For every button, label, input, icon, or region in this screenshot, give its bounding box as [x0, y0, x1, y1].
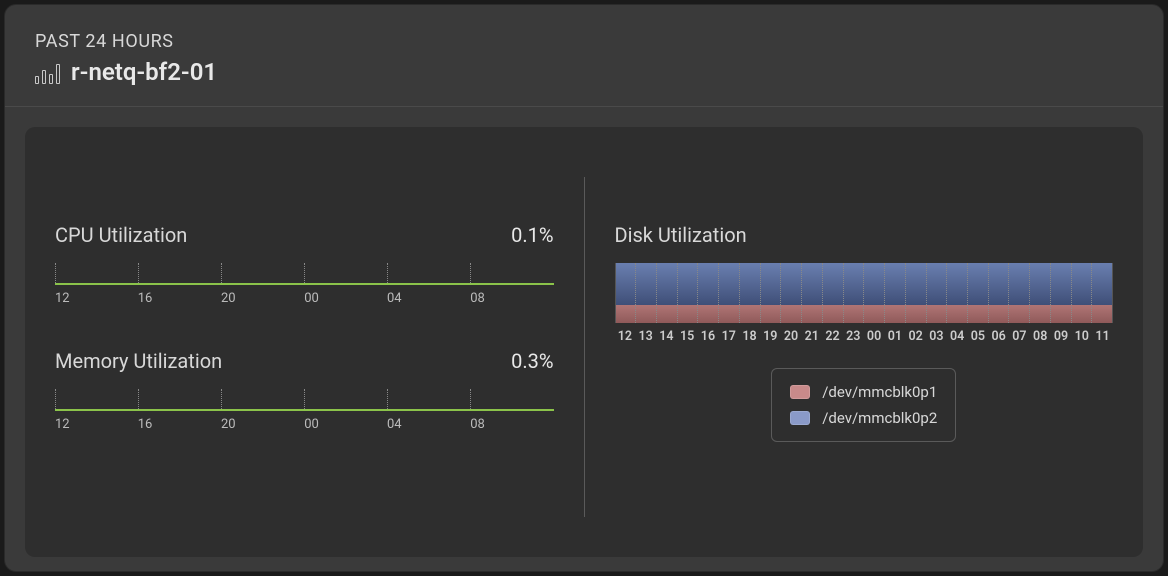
axis-tick-label: 20: [221, 291, 236, 306]
axis-tick-label: 08: [470, 417, 485, 432]
axis-tick-label: 00: [864, 329, 885, 344]
axis-tick-label: 00: [304, 291, 319, 306]
axis-tick-label: 08: [470, 291, 485, 306]
axis-tick-label: 22: [822, 329, 843, 344]
axis-tick-label: 19: [760, 329, 781, 344]
disk-axis: 1213141516171819202122230001020304050607…: [615, 329, 1114, 344]
legend-item: /dev/mmcblk0p2: [790, 405, 937, 431]
axis-tick-label: 20: [781, 329, 802, 344]
axis-tick-label: 05: [968, 329, 989, 344]
disk-chart: [615, 263, 1114, 323]
axis-tick-label: 14: [656, 329, 677, 344]
legend-item: /dev/mmcblk0p1: [790, 379, 937, 405]
card-header: PAST 24 HOURS r-netq-bf2-01: [5, 5, 1163, 107]
axis-tick-label: 12: [55, 417, 70, 432]
cpu-metric: CPU Utilization 0.1% 12 16 20 00 04 08: [55, 223, 554, 307]
axis-tick-label: 21: [801, 329, 822, 344]
disk-title: Disk Utilization: [615, 223, 1114, 247]
axis-tick-label: 04: [947, 329, 968, 344]
bar-chart-icon: [35, 62, 61, 84]
memory-title: Memory Utilization: [55, 349, 222, 373]
axis-tick-label: 00: [304, 417, 319, 432]
axis-tick-label: 07: [1009, 329, 1030, 344]
legend-swatch: [790, 411, 810, 425]
memory-sparkline: [55, 389, 554, 411]
axis-tick-label: 17: [718, 329, 739, 344]
title-row: r-netq-bf2-01: [35, 58, 1133, 86]
axis-tick-label: 02: [905, 329, 926, 344]
cpu-sparkline: [55, 263, 554, 285]
disk-legend: /dev/mmcblk0p1/dev/mmcblk0p2: [771, 368, 956, 442]
axis-tick-label: 20: [221, 417, 236, 432]
axis-tick-label: 16: [138, 291, 153, 306]
legend-swatch: [790, 385, 810, 399]
axis-tick-label: 12: [55, 291, 70, 306]
legend-label: /dev/mmcblk0p1: [822, 383, 937, 401]
axis-tick-label: 16: [138, 417, 153, 432]
axis-tick-label: 04: [387, 417, 402, 432]
axis-tick-label: 18: [739, 329, 760, 344]
axis-tick-label: 12: [615, 329, 636, 344]
left-column: CPU Utilization 0.1% 12 16 20 00 04 08 Memory…: [55, 177, 585, 517]
device-hostname: r-netq-bf2-01: [71, 58, 217, 86]
axis-tick-label: 15: [677, 329, 698, 344]
cpu-axis: 12 16 20 00 04 08: [55, 291, 554, 307]
memory-metric: Memory Utilization 0.3% 12 16 20 00 04 08: [55, 349, 554, 433]
axis-tick-label: 04: [387, 291, 402, 306]
dashboard-card: PAST 24 HOURS r-netq-bf2-01 CPU Utilizat…: [4, 4, 1164, 572]
axis-tick-label: 16: [698, 329, 719, 344]
cpu-value: 0.1%: [511, 223, 553, 247]
legend-label: /dev/mmcblk0p2: [822, 409, 937, 427]
time-range-label: PAST 24 HOURS: [35, 31, 1133, 52]
axis-tick-label: 13: [635, 329, 656, 344]
axis-tick-label: 08: [1030, 329, 1051, 344]
axis-tick-label: 11: [1092, 329, 1113, 344]
right-column: Disk Utilization 12131415161718192021222…: [585, 177, 1114, 517]
axis-tick-label: 01: [884, 329, 905, 344]
metrics-panel: CPU Utilization 0.1% 12 16 20 00 04 08 Memory…: [25, 127, 1143, 557]
axis-tick-label: 10: [1071, 329, 1092, 344]
memory-axis: 12 16 20 00 04 08: [55, 417, 554, 433]
axis-tick-label: 03: [926, 329, 947, 344]
axis-tick-label: 23: [843, 329, 864, 344]
axis-tick-label: 06: [988, 329, 1009, 344]
axis-tick-label: 09: [1051, 329, 1072, 344]
cpu-title: CPU Utilization: [55, 223, 187, 247]
memory-value: 0.3%: [511, 349, 553, 373]
